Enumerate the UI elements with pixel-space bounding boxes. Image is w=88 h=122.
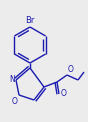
Text: O: O <box>61 90 66 98</box>
Text: O: O <box>67 65 73 74</box>
Text: O: O <box>12 97 18 106</box>
Text: Br: Br <box>25 16 35 25</box>
Text: N: N <box>9 76 15 85</box>
